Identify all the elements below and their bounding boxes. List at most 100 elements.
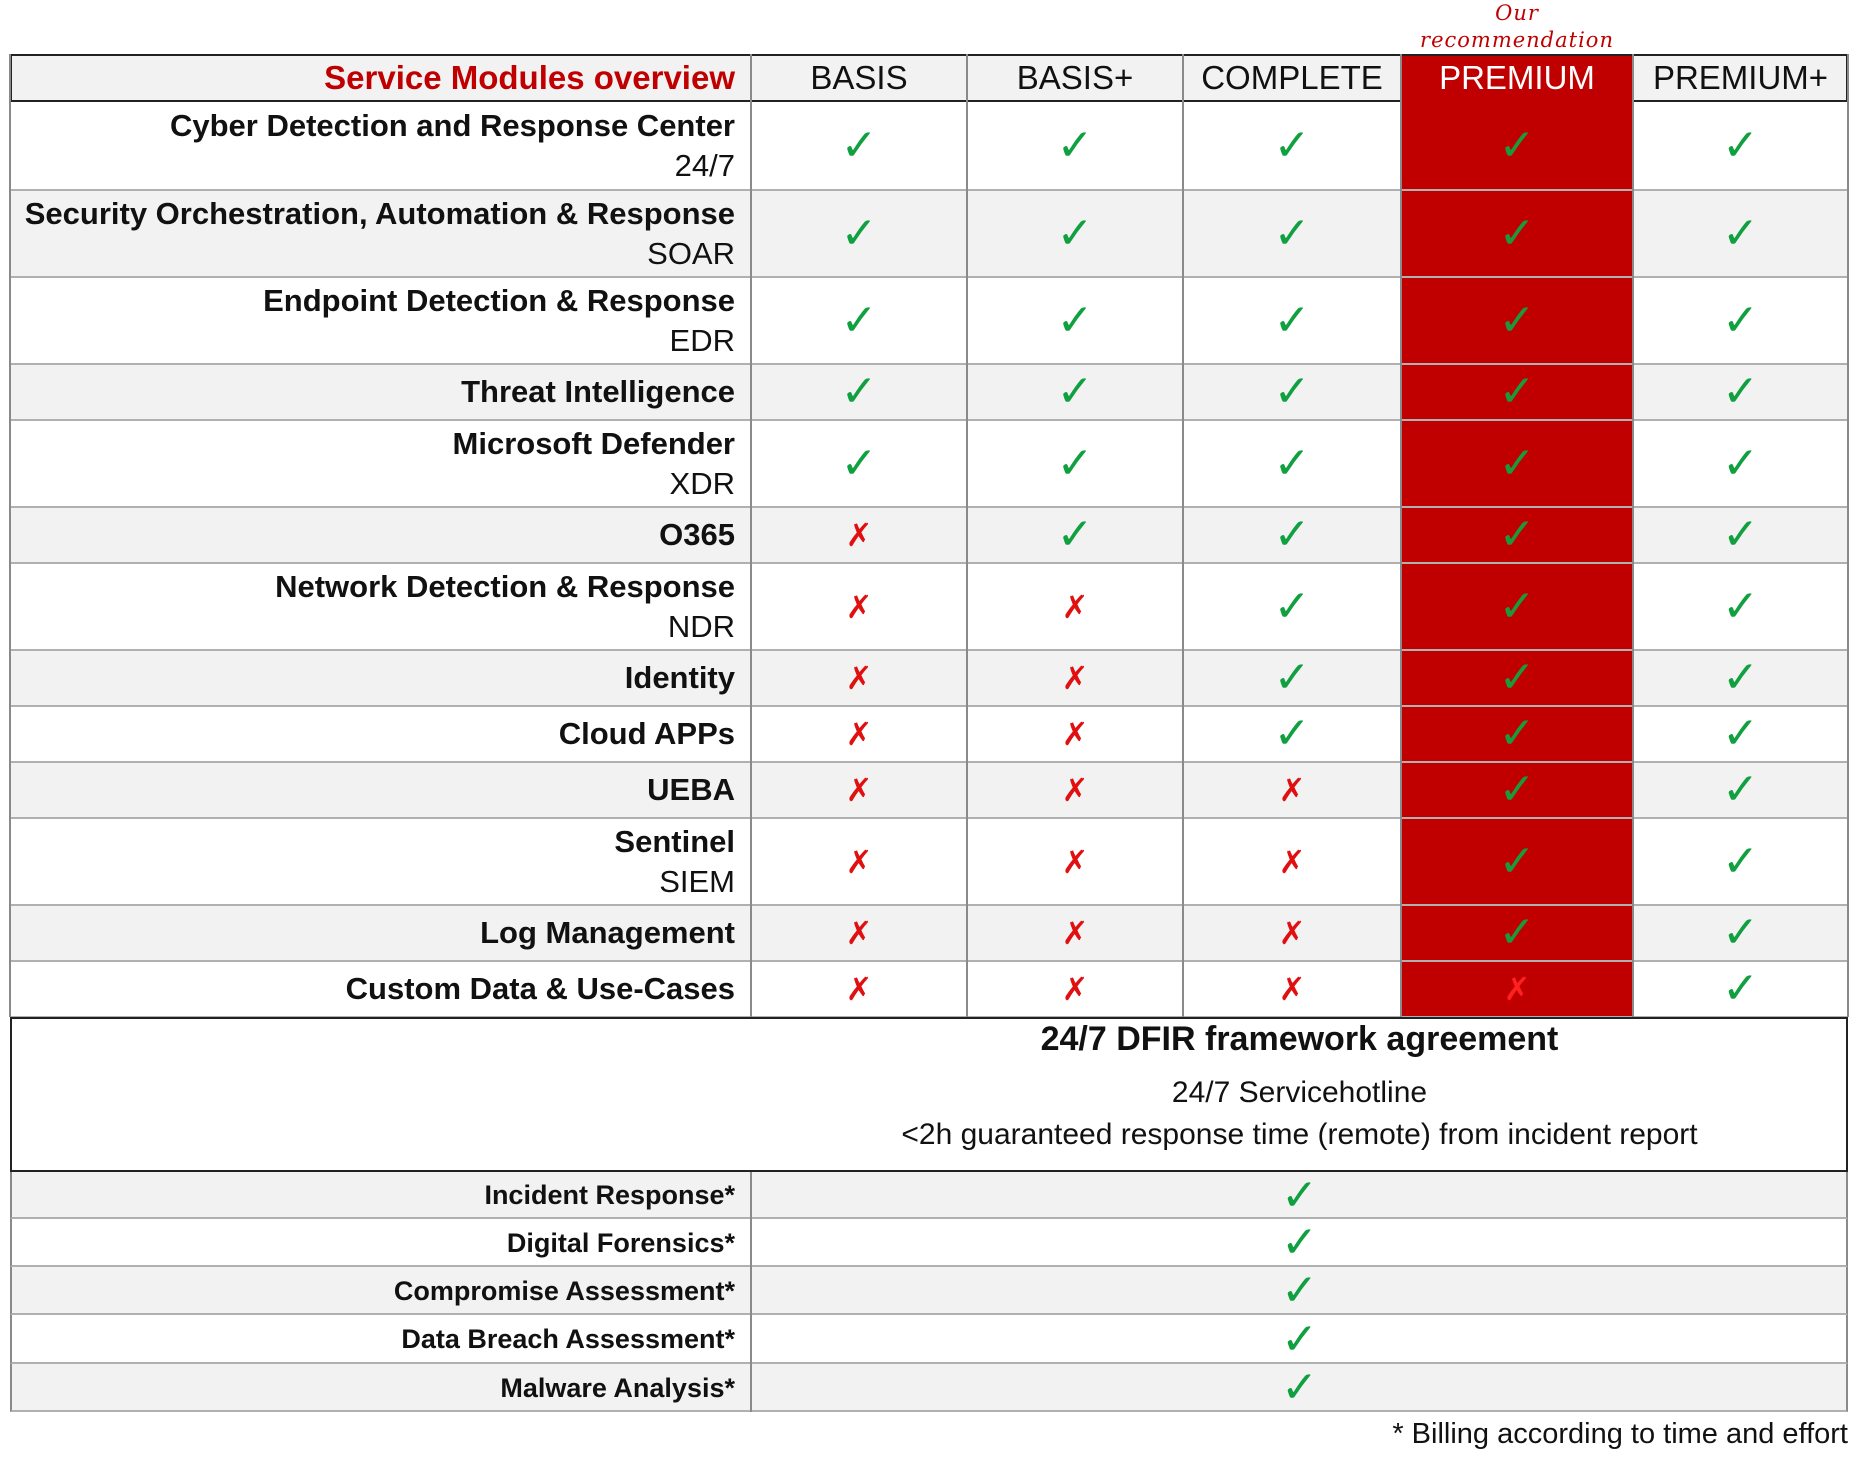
row-divider bbox=[10, 276, 1848, 278]
check-mark: ✓ bbox=[1273, 208, 1311, 258]
row-label-sub: SIEM bbox=[659, 863, 735, 899]
row-label: Log Management bbox=[10, 905, 751, 961]
check-mark: ✓ bbox=[1056, 367, 1094, 416]
check-mark: ✓ bbox=[1722, 836, 1759, 886]
check-mark: ✓ bbox=[1056, 438, 1094, 488]
check-icon: ✓ bbox=[1633, 190, 1848, 277]
check-icon: ✓ bbox=[1401, 102, 1633, 190]
cross-icon: ✗ bbox=[751, 818, 967, 905]
dfir-item-label: Incident Response* bbox=[484, 1180, 735, 1210]
row-label-main: Security Orchestration, Automation & Res… bbox=[24, 195, 735, 231]
check-icon: ✓ bbox=[1633, 277, 1848, 364]
cross-icon: ✗ bbox=[967, 650, 1183, 706]
row-label-main: UEBA bbox=[647, 772, 735, 807]
row-divider bbox=[10, 562, 1848, 564]
column-header-basis-plus: BASIS+ bbox=[1016, 59, 1134, 96]
check-icon: ✓ bbox=[1401, 706, 1633, 762]
row-divider bbox=[10, 506, 1848, 508]
check-mark: ✓ bbox=[1273, 295, 1311, 345]
column-divider bbox=[750, 1172, 752, 1219]
check-icon: ✓ bbox=[751, 1219, 1848, 1267]
row-label-main: Identity bbox=[624, 660, 735, 695]
check-icon: ✓ bbox=[967, 190, 1183, 277]
cross-mark: ✗ bbox=[1061, 772, 1089, 808]
row-label: Endpoint Detection & Response EDR bbox=[10, 277, 751, 364]
check-mark: ✓ bbox=[1498, 367, 1536, 416]
check-mark: ✓ bbox=[1722, 121, 1759, 170]
check-icon: ✓ bbox=[967, 420, 1183, 507]
row-divider bbox=[10, 817, 1848, 819]
row-divider bbox=[10, 649, 1848, 651]
check-icon: ✓ bbox=[1633, 102, 1848, 190]
check-mark: ✓ bbox=[840, 295, 878, 345]
check-mark: ✓ bbox=[1056, 208, 1094, 258]
row-divider bbox=[10, 705, 1848, 707]
check-icon: ✓ bbox=[1633, 818, 1848, 905]
cross-icon: ✗ bbox=[967, 905, 1183, 961]
check-icon: ✓ bbox=[751, 364, 967, 420]
cross-mark: ✗ bbox=[845, 716, 873, 752]
check-mark: ✓ bbox=[1722, 964, 1759, 1013]
cross-mark: ✗ bbox=[845, 517, 873, 553]
check-mark: ✓ bbox=[1281, 1363, 1318, 1412]
check-mark: ✓ bbox=[1722, 367, 1759, 416]
cross-icon: ✗ bbox=[1183, 818, 1401, 905]
cross-icon: ✗ bbox=[751, 507, 967, 563]
row-label: Cyber Detection and Response Center 24/7 bbox=[10, 102, 751, 190]
row-label: Cloud APPs bbox=[10, 706, 751, 762]
check-mark: ✓ bbox=[1498, 581, 1536, 631]
row-divider bbox=[10, 960, 1848, 962]
check-mark: ✓ bbox=[840, 438, 878, 488]
column-divider bbox=[1632, 54, 1634, 1017]
row-label: UEBA bbox=[10, 762, 751, 818]
cross-mark: ✗ bbox=[1278, 971, 1306, 1007]
check-mark: ✓ bbox=[1498, 765, 1536, 814]
check-icon: ✓ bbox=[1183, 190, 1401, 277]
check-mark: ✓ bbox=[1498, 510, 1536, 559]
cross-mark: ✗ bbox=[845, 915, 873, 951]
row-label: Custom Data & Use-Cases bbox=[10, 961, 751, 1017]
dfir-item-row bbox=[10, 1364, 1848, 1412]
cross-mark: ✗ bbox=[1278, 915, 1306, 951]
check-mark: ✓ bbox=[1273, 581, 1311, 631]
row-label-main: O365 bbox=[659, 517, 735, 552]
check-mark: ✓ bbox=[1498, 438, 1536, 488]
row-divider bbox=[10, 363, 1848, 365]
check-mark: ✓ bbox=[1273, 367, 1311, 416]
check-icon: ✓ bbox=[1401, 507, 1633, 563]
check-icon: ✓ bbox=[1183, 507, 1401, 563]
cross-icon: ✗ bbox=[967, 706, 1183, 762]
row-divider bbox=[10, 419, 1848, 421]
check-icon: ✓ bbox=[1401, 563, 1633, 650]
row-label-main: Threat Intelligence bbox=[461, 374, 735, 409]
check-icon: ✓ bbox=[1401, 277, 1633, 364]
check-icon: ✓ bbox=[751, 102, 967, 190]
row-label: Threat Intelligence bbox=[10, 364, 751, 420]
check-mark: ✓ bbox=[1722, 709, 1759, 758]
cross-mark: ✗ bbox=[1503, 971, 1531, 1007]
row-label-sub: SOAR bbox=[647, 235, 735, 271]
row-label-main: Cloud APPs bbox=[558, 716, 735, 751]
dfir-item-row bbox=[10, 1267, 1848, 1315]
check-mark: ✓ bbox=[1273, 438, 1311, 488]
row-divider bbox=[10, 189, 1848, 191]
row-label-sub: NDR bbox=[667, 608, 735, 644]
cross-icon: ✗ bbox=[751, 762, 967, 818]
check-icon: ✓ bbox=[751, 420, 967, 507]
dfir-item-row bbox=[10, 1219, 1848, 1267]
cross-icon: ✗ bbox=[1183, 961, 1401, 1017]
dfir-hotline: 24/7 Servicehotline bbox=[1171, 1076, 1428, 1109]
check-mark: ✓ bbox=[1273, 121, 1311, 170]
check-mark: ✓ bbox=[1281, 1170, 1318, 1220]
check-mark: ✓ bbox=[1498, 653, 1536, 702]
check-mark: ✓ bbox=[1273, 510, 1311, 559]
recommendation-note: Our recommendation bbox=[1401, 0, 1633, 54]
recommendation-note-line: recommendation bbox=[1420, 28, 1614, 52]
check-icon: ✓ bbox=[967, 507, 1183, 563]
cross-icon: ✗ bbox=[751, 961, 967, 1017]
check-icon: ✓ bbox=[751, 1267, 1848, 1315]
cross-mark: ✗ bbox=[845, 588, 873, 625]
check-icon: ✓ bbox=[1183, 650, 1401, 706]
cross-icon: ✗ bbox=[751, 905, 967, 961]
dfir-item-label: Malware Analysis* bbox=[500, 1372, 735, 1403]
